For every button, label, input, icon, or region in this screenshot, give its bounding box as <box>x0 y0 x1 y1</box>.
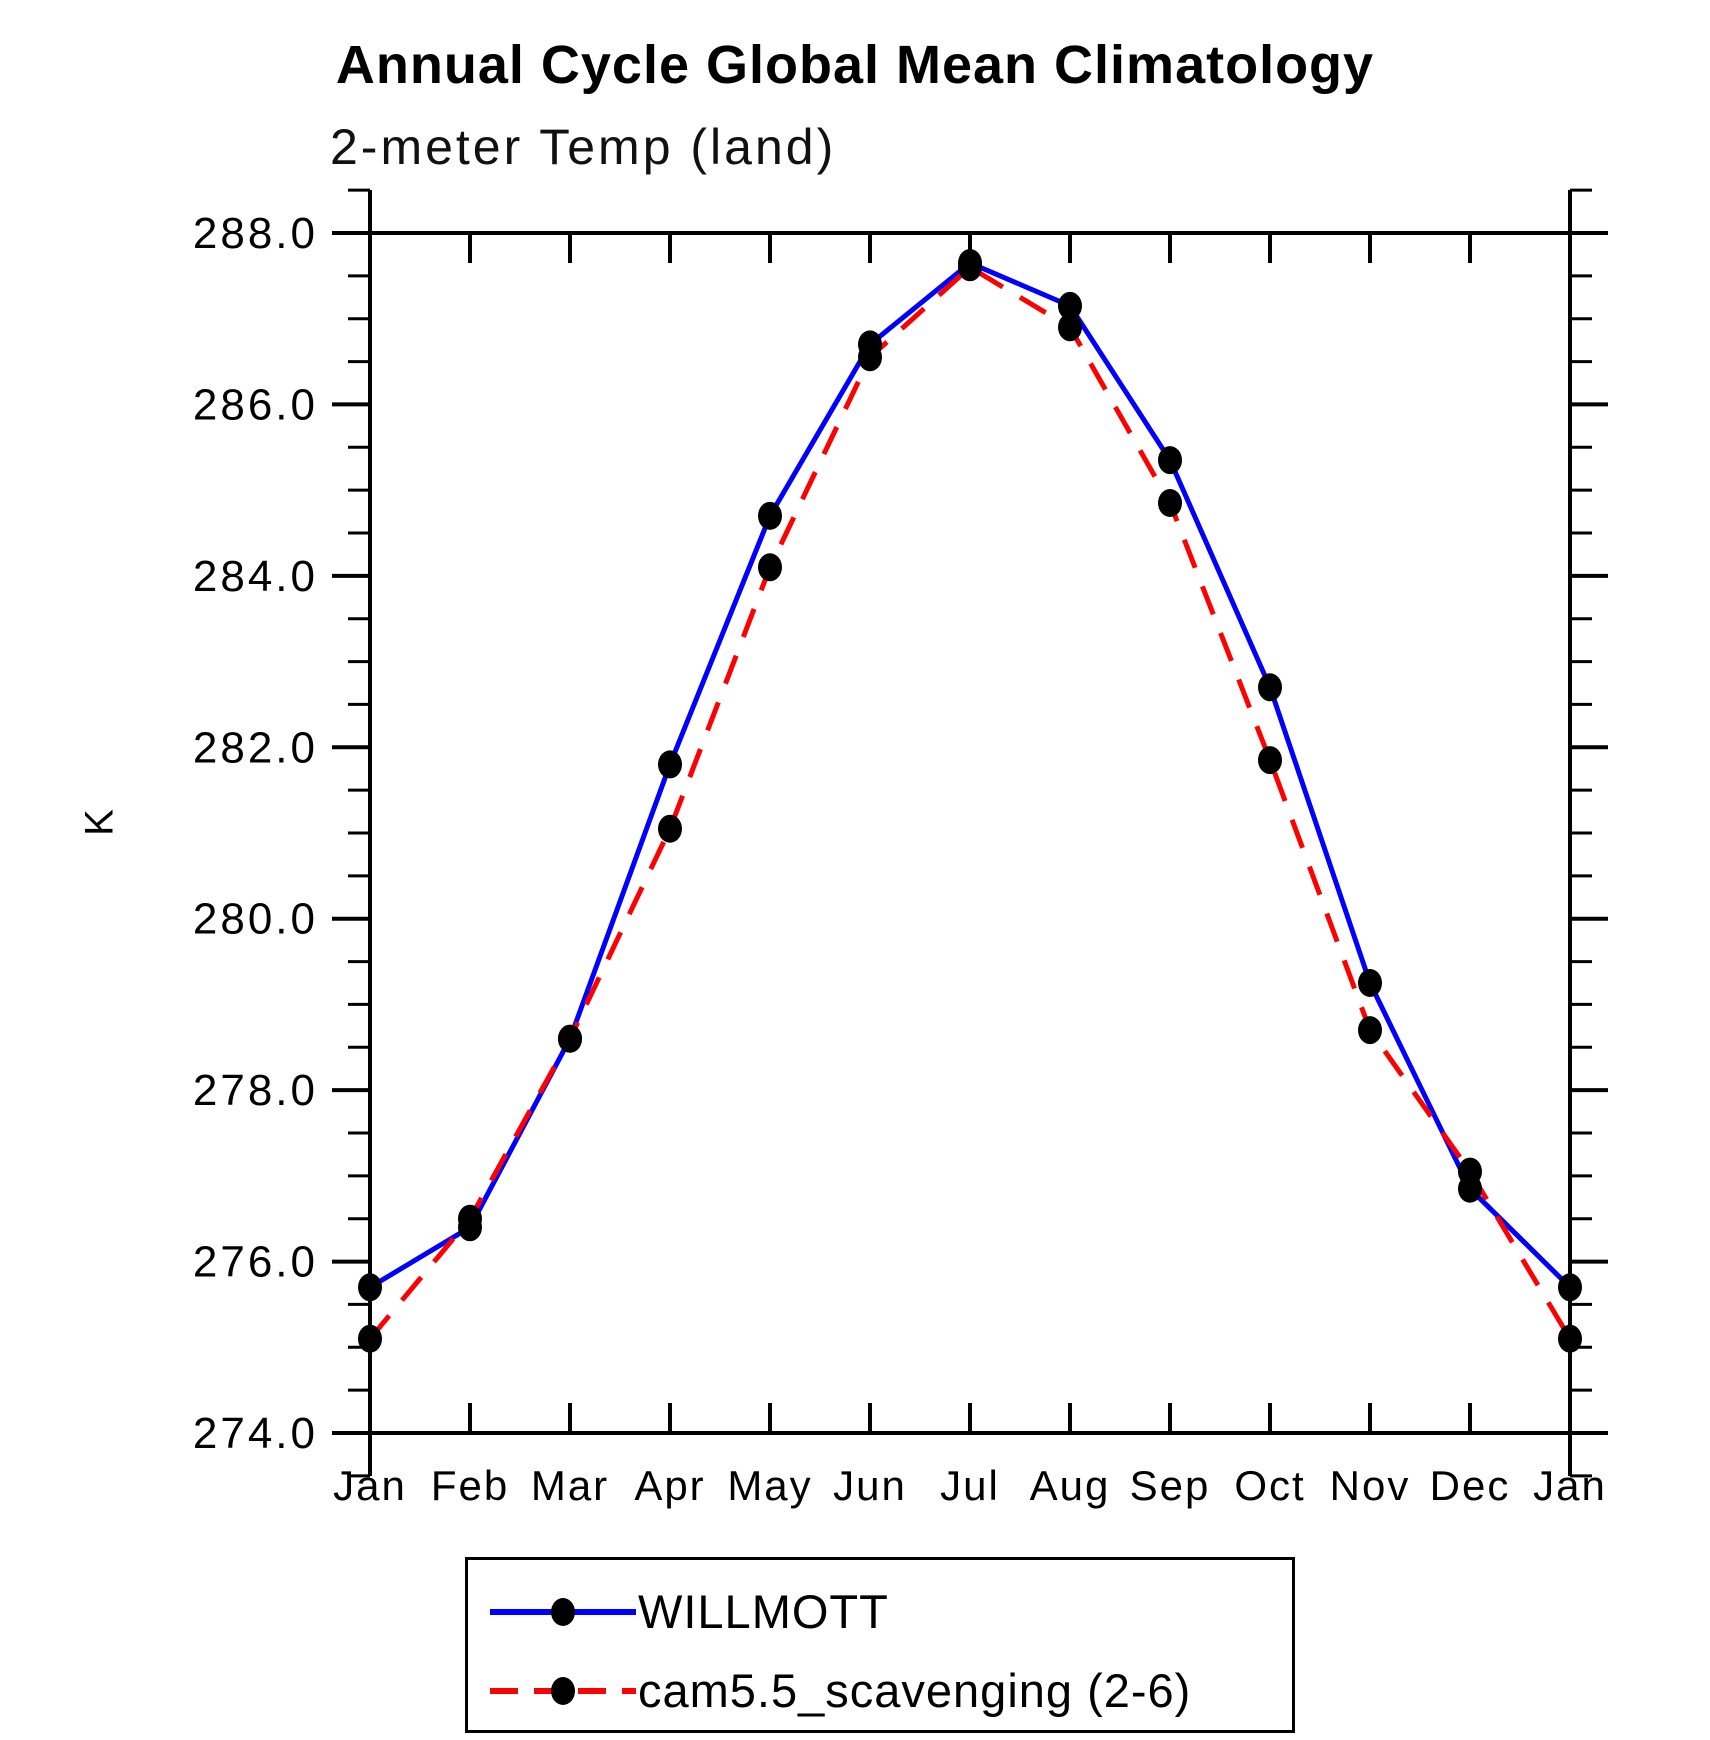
y-tick-label: 286.0 <box>193 380 318 429</box>
data-point <box>1058 291 1082 320</box>
plot-area: 274.0 276.0 278.0 280.0 282.0 284.0 286.0 288.0… <box>193 188 1608 1509</box>
data-point <box>858 343 882 372</box>
x-axis-ticks <box>368 233 1572 1433</box>
legend-label-willmott: WILLMOTT <box>638 1585 889 1638</box>
y-tick-label: 280.0 <box>193 895 318 944</box>
y-tick-label: 276.0 <box>193 1238 318 1287</box>
x-tick-label-apr-3: Apr <box>634 1462 705 1509</box>
legend-item-cam55-scavenging: cam5.5_scavenging (2-6) <box>488 1656 1292 1726</box>
chart-title: Annual Cycle Global Mean Climatology <box>335 35 1375 95</box>
data-point <box>358 1324 382 1353</box>
data-point <box>958 253 982 282</box>
legend-line-sample-willmott <box>490 1597 636 1626</box>
x-tick-label-jan-0: Jan <box>333 1462 407 1509</box>
x-tick-label-jul-6: Jul <box>940 1462 1000 1509</box>
legend-line-sample-cam55-scavenging <box>490 1676 636 1705</box>
legend: WILLMOTT cam5.5_scavenging (2-6) <box>465 1557 1295 1733</box>
y-axis-ticks <box>332 188 1608 1478</box>
x-axis-tick-labels: Jan Feb Mar Apr May Jun Jul Aug Sep Oct Nov Dec Jan <box>333 1462 1607 1509</box>
series-line-1 <box>368 264 1573 1341</box>
series-line-0 <box>368 260 1572 1290</box>
data-point <box>1358 969 1382 997</box>
x-tick-label-aug-7: Aug <box>1030 1462 1111 1509</box>
data-point <box>458 1204 482 1233</box>
x-tick-label-dec-11: Dec <box>1430 1462 1511 1509</box>
data-point <box>758 501 782 530</box>
y-tick-label: 288.0 <box>193 209 318 258</box>
data-point <box>758 553 782 582</box>
x-tick-label-nov-10: Nov <box>1330 1462 1411 1509</box>
y-tick-label: 282.0 <box>193 723 318 772</box>
data-point <box>1158 446 1182 475</box>
y-tick-label: 274.0 <box>193 1409 318 1458</box>
x-tick-label-feb-1: Feb <box>431 1462 509 1509</box>
data-point <box>358 1273 382 1302</box>
legend-label-cam55-scavenging: cam5.5_scavenging (2-6) <box>638 1664 1192 1717</box>
series-markers-0 <box>358 249 1582 1302</box>
x-tick-label-may-4: May <box>727 1462 812 1509</box>
data-point <box>658 814 682 843</box>
data-point <box>1558 1273 1582 1302</box>
y-axis-tick-labels: 274.0 276.0 278.0 280.0 282.0 284.0 286.0 288.0 <box>193 209 318 1458</box>
data-point <box>658 750 682 779</box>
x-tick-label-jun-5: Jun <box>833 1462 907 1509</box>
data-point <box>1358 1016 1382 1045</box>
data-point <box>1158 489 1182 517</box>
x-tick-label-sep-8: Sep <box>1130 1462 1211 1509</box>
data-point <box>1558 1324 1582 1353</box>
legend-item-willmott: WILLMOTT <box>488 1577 1292 1647</box>
y-tick-label: 278.0 <box>193 1066 318 1115</box>
x-tick-label-jan-12: Jan <box>1533 1462 1607 1509</box>
series-markers-1 <box>358 253 1582 1353</box>
x-tick-label-mar-2: Mar <box>531 1462 609 1509</box>
y-tick-label: 284.0 <box>193 552 318 601</box>
data-point <box>1458 1157 1482 1186</box>
data-point <box>1258 673 1282 702</box>
axes-frame <box>332 190 1608 1476</box>
chart-subtitle: 2-meter Temp (land) <box>330 119 837 175</box>
data-point <box>558 1024 582 1053</box>
data-point <box>1058 313 1082 342</box>
data-point <box>1258 746 1282 775</box>
x-tick-label-oct-9: Oct <box>1234 1462 1305 1509</box>
